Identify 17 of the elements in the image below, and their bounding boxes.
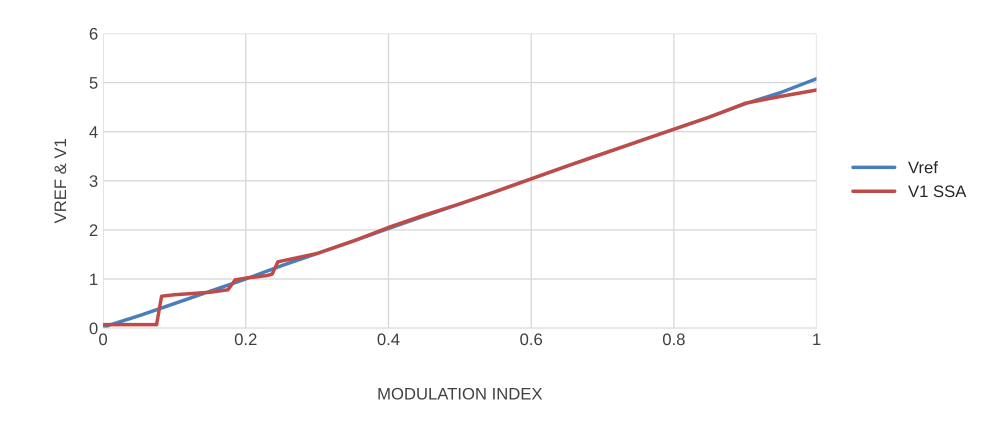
y-tick-label: 1 <box>90 274 98 286</box>
y-tick-label: 0 <box>90 322 98 334</box>
x-tick-label: 0.2 <box>234 333 257 346</box>
y-tick-label: 5 <box>90 77 98 89</box>
y-tick-label: 6 <box>90 28 98 40</box>
y-tick-label: 4 <box>89 126 98 138</box>
y-tick-label: 3 <box>90 175 98 188</box>
y-axis-title: VREF & V1 <box>54 139 66 224</box>
x-tick-label: 0.8 <box>662 333 685 346</box>
x-tick-label: 1 <box>813 334 820 346</box>
legend-label: Vref <box>908 161 938 174</box>
x-tick-label: 0 <box>99 333 108 346</box>
legend-label: V1 SSA <box>908 185 966 198</box>
x-tick-label: 0.6 <box>520 333 542 346</box>
x-axis-title: MODULATION INDEX <box>378 388 542 400</box>
y-tick-label: 2 <box>90 224 98 236</box>
x-tick-label: 0.4 <box>378 333 400 346</box>
